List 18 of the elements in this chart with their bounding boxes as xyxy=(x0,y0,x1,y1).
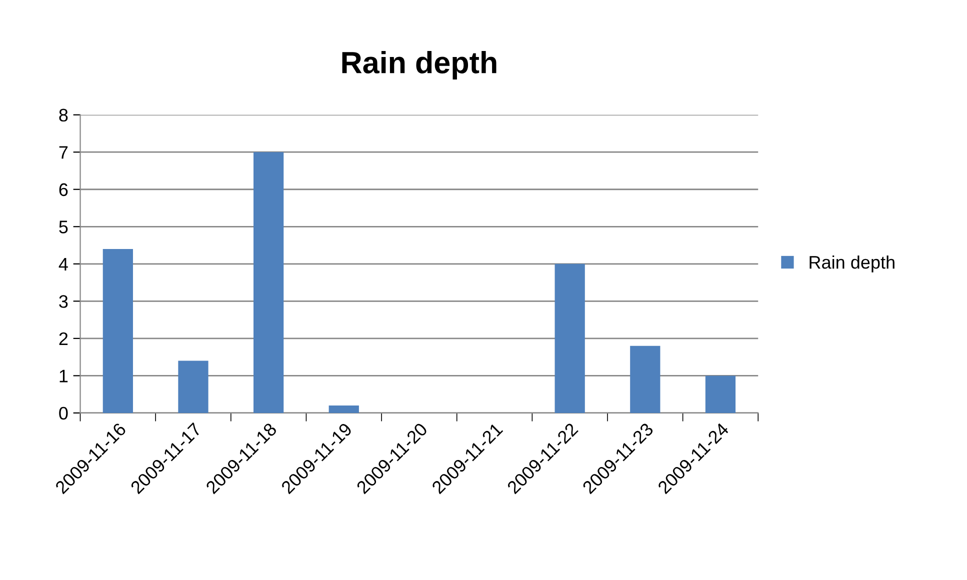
bar xyxy=(253,152,284,413)
y-tick-label: 5 xyxy=(59,220,68,234)
y-tick-label: 1 xyxy=(60,370,68,382)
bar xyxy=(705,376,736,413)
y-tick-label: 8 xyxy=(59,108,68,122)
bar xyxy=(328,406,359,413)
chart-title: Rain depth xyxy=(342,51,496,80)
bar xyxy=(630,346,660,413)
y-tick-label: 3 xyxy=(59,295,68,308)
y-tick-label: 0 xyxy=(59,406,68,420)
bar xyxy=(178,360,208,413)
bar xyxy=(554,264,585,413)
y-tick-label: 2 xyxy=(59,332,68,345)
y-tick-label: 6 xyxy=(59,183,68,196)
bar xyxy=(102,248,133,413)
legend-label: Rain depth xyxy=(810,255,894,272)
y-tick-label: 7 xyxy=(59,146,68,159)
y-tick-label: 4 xyxy=(58,258,68,270)
